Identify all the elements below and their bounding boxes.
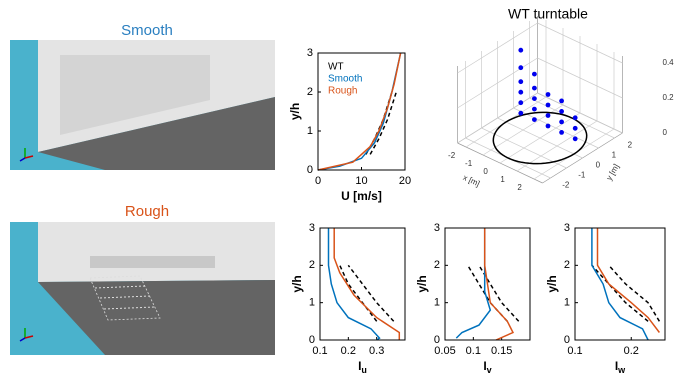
- y-axis-label: y/h: [415, 275, 429, 292]
- x-axis-label: x [m]: [462, 173, 482, 188]
- point: [518, 90, 523, 95]
- point: [518, 65, 523, 70]
- series-line: [592, 228, 648, 340]
- chart-title: WT turntable: [508, 6, 588, 22]
- y-tick-label: 1: [434, 297, 440, 309]
- x-tick-label: 10: [355, 175, 367, 187]
- point: [532, 72, 537, 77]
- y-tick-label: 3: [307, 47, 313, 59]
- y-axis-label: y [m]: [605, 162, 621, 182]
- y-axis-label: y/h: [545, 275, 559, 292]
- x-tick-label: 0.2: [341, 345, 356, 357]
- point: [518, 100, 523, 105]
- legend-entry: Smooth: [328, 74, 362, 85]
- y-tick-label: 3: [309, 222, 315, 234]
- y-tick-label: 2: [307, 86, 313, 98]
- y-tick-label: 3: [564, 222, 570, 234]
- x-tick-label: -2: [448, 151, 456, 160]
- y-tick-label: 0: [596, 160, 601, 169]
- y-tick-label: 2: [434, 259, 440, 271]
- axes-box: [320, 228, 405, 340]
- y-axis-label: y/h: [288, 103, 302, 120]
- point: [518, 79, 523, 84]
- point: [559, 120, 564, 125]
- x-tick-label: -1: [465, 159, 473, 168]
- x-tick-label: 0.15: [491, 345, 512, 357]
- rough-render: [10, 222, 275, 355]
- y-tick-label: 1: [309, 297, 315, 309]
- point: [546, 103, 551, 108]
- x-axis-label: Iw: [615, 359, 626, 375]
- point: [573, 115, 578, 120]
- x-tick-label: 1: [500, 175, 505, 184]
- point: [518, 48, 523, 53]
- x-tick-label: 0.3: [369, 345, 384, 357]
- z-tick-label: 0.2: [663, 93, 675, 102]
- smooth-render: [10, 40, 275, 170]
- y-tick-label: 0: [309, 334, 315, 346]
- point: [573, 136, 578, 141]
- series-line: [366, 92, 392, 154]
- y-tick-label: -2: [562, 180, 570, 189]
- x-axis-label-sub: v: [487, 365, 492, 375]
- point: [518, 111, 523, 116]
- series-line: [329, 228, 380, 340]
- point: [532, 117, 537, 122]
- render-title: Smooth: [121, 22, 173, 39]
- x-tick-label: 0: [315, 175, 321, 187]
- x-axis-label: U [m/s]: [341, 189, 382, 203]
- x-axis-label: Iu: [358, 359, 367, 375]
- y-tick-label: 2: [628, 140, 633, 149]
- x-tick-label: 20: [399, 175, 411, 187]
- x-tick-label: 0.1: [567, 345, 582, 357]
- point: [546, 124, 551, 129]
- x-tick-label: 0.1: [312, 345, 327, 357]
- x-tick-label: 0.05: [434, 345, 455, 357]
- y-tick-label: 2: [309, 259, 315, 271]
- x-tick-label: 0.1: [466, 345, 481, 357]
- x-axis-label: Iv: [483, 359, 491, 375]
- x-axis-label-sub: w: [617, 365, 626, 375]
- point: [532, 86, 537, 91]
- point: [546, 92, 551, 97]
- x-tick-label: 0.2: [624, 345, 639, 357]
- y-tick-label: 2: [564, 259, 570, 271]
- x-tick-label: 0: [483, 167, 488, 176]
- point: [546, 113, 551, 118]
- point: [559, 130, 564, 135]
- y-tick-label: 0: [307, 164, 313, 176]
- y-tick-label: 1: [612, 150, 617, 159]
- y-axis-label: y/h: [290, 275, 304, 292]
- figure: Smooth Rough 010200123WTSmoothRoughU [m/…: [0, 0, 677, 379]
- y-tick-label: -1: [578, 170, 586, 179]
- x-tick-label: 2: [517, 183, 522, 192]
- series-line: [334, 228, 399, 340]
- legend-entry: Rough: [328, 86, 357, 97]
- series-line: [598, 228, 660, 333]
- point: [532, 107, 537, 112]
- y-tick-label: 3: [434, 222, 440, 234]
- z-tick-label: 0: [663, 128, 668, 137]
- point: [559, 109, 564, 114]
- y-tick-label: 1: [564, 297, 570, 309]
- y-tick-label: 1: [307, 125, 313, 137]
- series-line: [485, 228, 513, 340]
- point: [559, 99, 564, 104]
- x-axis-label-sub: u: [361, 365, 367, 375]
- y-tick-label: 0: [564, 334, 570, 346]
- point: [573, 126, 578, 131]
- legend-entry: WT: [328, 62, 344, 73]
- y-tick-label: 0: [434, 334, 440, 346]
- render-title: Rough: [125, 203, 169, 220]
- z-tick-label: 0.4: [663, 58, 675, 67]
- point: [532, 96, 537, 101]
